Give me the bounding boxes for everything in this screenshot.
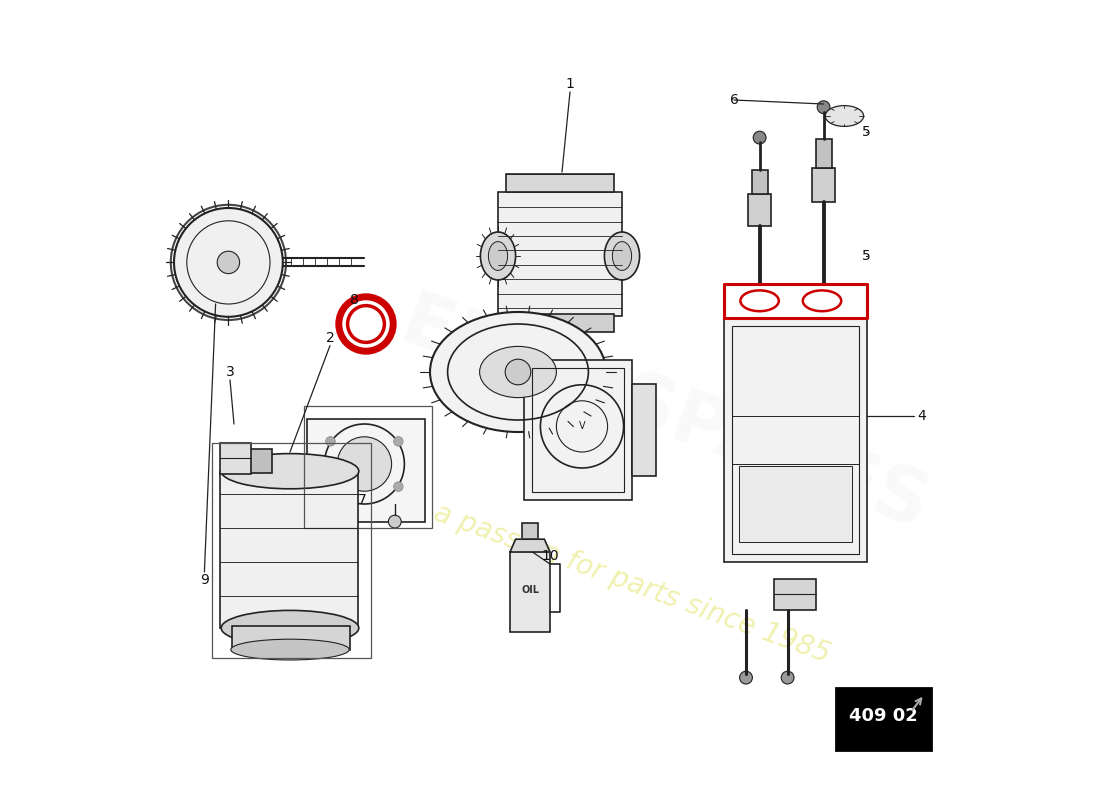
Bar <box>525 360 632 500</box>
Text: 9: 9 <box>200 573 209 587</box>
Bar <box>506 314 614 332</box>
Ellipse shape <box>825 106 864 126</box>
Bar <box>774 579 815 610</box>
Text: 5: 5 <box>861 249 870 263</box>
Text: 4: 4 <box>917 409 926 423</box>
Ellipse shape <box>231 639 349 660</box>
Text: 6: 6 <box>729 93 738 107</box>
Circle shape <box>394 437 403 446</box>
Circle shape <box>394 482 403 491</box>
Ellipse shape <box>221 454 359 489</box>
Bar <box>250 449 272 473</box>
Circle shape <box>174 208 283 317</box>
Bar <box>304 406 431 528</box>
Ellipse shape <box>430 312 606 432</box>
Ellipse shape <box>338 437 392 491</box>
Bar <box>220 471 358 628</box>
Text: 5: 5 <box>861 125 870 139</box>
Ellipse shape <box>604 232 639 280</box>
Circle shape <box>817 101 830 114</box>
Bar <box>739 466 852 542</box>
Circle shape <box>326 437 336 446</box>
Bar <box>522 523 538 539</box>
Ellipse shape <box>613 242 631 270</box>
Bar <box>510 552 550 632</box>
Circle shape <box>326 482 336 491</box>
Text: a passion for parts since 1985: a passion for parts since 1985 <box>430 499 834 669</box>
Circle shape <box>505 359 531 385</box>
Text: 10: 10 <box>541 549 559 563</box>
Bar <box>232 626 350 650</box>
Text: 409 02: 409 02 <box>849 707 918 725</box>
Circle shape <box>739 671 752 684</box>
Polygon shape <box>510 539 550 552</box>
Bar <box>632 384 657 476</box>
Bar <box>506 174 614 192</box>
Bar <box>813 168 835 202</box>
Text: 2: 2 <box>326 330 334 345</box>
Text: 3: 3 <box>226 365 234 379</box>
Circle shape <box>388 515 401 528</box>
Ellipse shape <box>221 610 359 646</box>
Text: 7: 7 <box>358 493 366 507</box>
Bar <box>816 139 832 168</box>
Circle shape <box>781 671 794 684</box>
Text: EUROSPARES: EUROSPARES <box>390 286 938 546</box>
Text: 1: 1 <box>565 77 574 91</box>
Text: V: V <box>579 422 585 431</box>
Ellipse shape <box>488 242 507 270</box>
Bar <box>220 443 251 474</box>
Text: OIL: OIL <box>521 586 539 595</box>
Ellipse shape <box>480 346 557 398</box>
Bar <box>212 443 371 658</box>
Bar <box>836 688 931 750</box>
Bar <box>748 194 771 226</box>
Circle shape <box>217 251 240 274</box>
Bar <box>725 318 867 562</box>
Bar <box>307 419 426 522</box>
Ellipse shape <box>481 232 516 280</box>
Text: 8: 8 <box>350 293 359 307</box>
Bar <box>733 326 859 554</box>
Bar <box>752 170 768 194</box>
Circle shape <box>754 131 766 144</box>
Bar <box>532 368 625 492</box>
Bar <box>498 192 622 316</box>
